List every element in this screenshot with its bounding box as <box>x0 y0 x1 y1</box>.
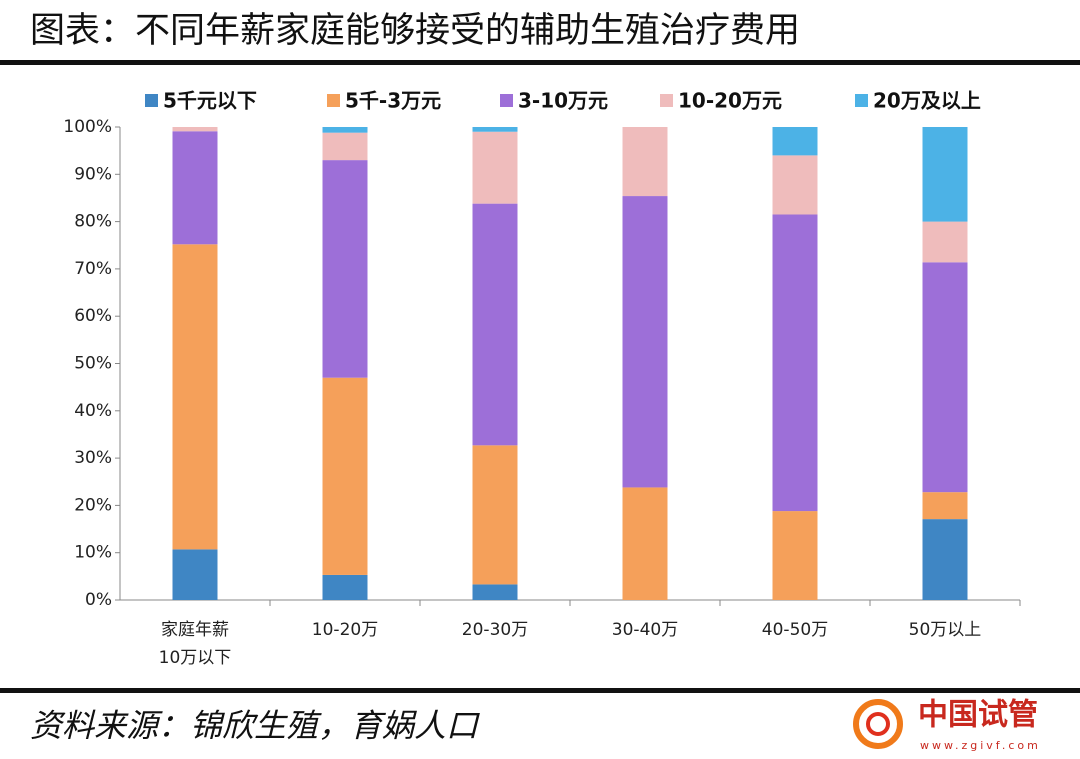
legend-label: 10-20万元 <box>678 89 782 113</box>
legend-swatch <box>660 94 673 107</box>
legend-label: 5千元以下 <box>163 89 257 113</box>
logo-url: www.zgivf.com <box>920 739 1041 752</box>
bar-segment <box>172 549 218 600</box>
x-tick-label: 50万以上 <box>908 620 982 640</box>
bar-segment <box>922 221 968 263</box>
bar-segment <box>922 262 968 493</box>
top-rule <box>0 60 1080 65</box>
bar-segment <box>772 155 818 215</box>
legend-swatch <box>145 94 158 107</box>
x-tick-label: 20-30万 <box>461 620 529 640</box>
bar-segment <box>622 196 668 488</box>
bar-segment <box>322 574 368 600</box>
source: 资料来源：锦欣生殖，育娲人口 <box>30 707 480 745</box>
legend-swatch <box>855 94 868 107</box>
bar-segment <box>922 519 968 600</box>
bar-segment <box>472 445 518 585</box>
legend-label: 20万及以上 <box>873 89 981 113</box>
title: 图表：不同年薪家庭能够接受的辅助生殖治疗费用 <box>30 11 800 51</box>
legend-label: 3-10万元 <box>518 89 608 113</box>
y-tick-label: 100% <box>63 117 112 137</box>
y-tick-label: 80% <box>74 212 112 232</box>
logo-icon <box>853 699 903 749</box>
x-tick-label: 家庭年薪 10万以下 <box>158 620 232 668</box>
y-tick-label: 40% <box>74 401 112 421</box>
x-tick-label: 10-20万 <box>311 620 379 640</box>
bar-segment <box>172 127 218 132</box>
y-tick-label: 90% <box>74 164 112 184</box>
y-tick-label: 0% <box>85 590 112 610</box>
logo-icon <box>866 712 890 736</box>
legend-swatch <box>327 94 340 107</box>
bar-segment <box>472 584 518 600</box>
bar-segment <box>772 511 818 600</box>
y-tick-label: 60% <box>74 306 112 326</box>
bar-segment <box>622 127 668 197</box>
y-tick-label: 70% <box>74 259 112 279</box>
bar-segment <box>322 127 368 133</box>
bar-segment <box>322 160 368 378</box>
legend-swatch <box>500 94 513 107</box>
bar-segment <box>472 131 518 204</box>
bar-segment <box>772 127 818 156</box>
y-tick-label: 10% <box>74 543 112 563</box>
x-tick-label: 40-50万 <box>761 620 829 640</box>
bar-segment <box>172 244 218 550</box>
bar-segment <box>172 131 218 245</box>
bar-segment <box>772 214 818 512</box>
bar-segment <box>322 377 368 575</box>
bottom-rule <box>0 688 1080 693</box>
x-tick-label: 30-40万 <box>611 620 679 640</box>
legend-label: 5千-3万元 <box>345 89 441 113</box>
logo-name: 中国试管 <box>918 698 1038 733</box>
y-tick-label: 20% <box>74 495 112 515</box>
bar-segment <box>472 127 518 132</box>
bar-segment <box>622 487 668 600</box>
bar-segment <box>322 132 368 161</box>
y-tick-label: 50% <box>74 354 112 374</box>
bar-segment <box>922 492 968 520</box>
bar-segment <box>472 203 518 446</box>
bar-segment <box>922 127 968 222</box>
y-tick-label: 30% <box>74 448 112 468</box>
